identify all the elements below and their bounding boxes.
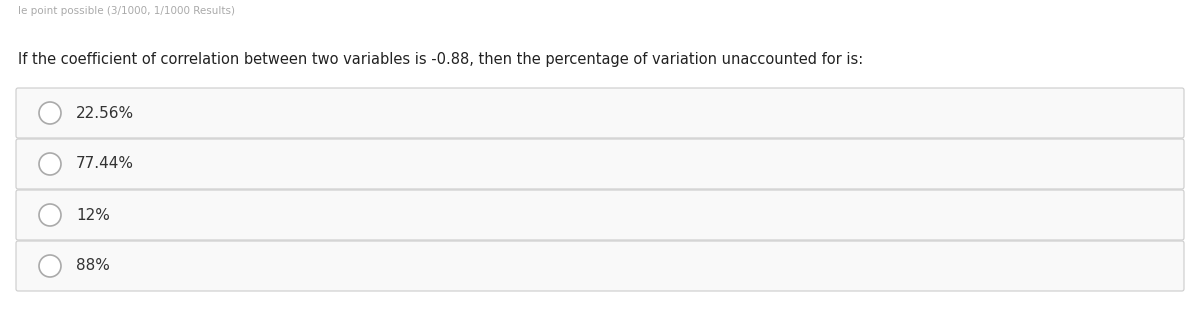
Text: If the coefficient of correlation between two variables is -0.88, then the perce: If the coefficient of correlation betwee… [18,52,863,67]
Text: le point possible (3/1000, 1/1000 Results): le point possible (3/1000, 1/1000 Result… [18,6,235,16]
FancyBboxPatch shape [16,190,1184,240]
FancyBboxPatch shape [16,139,1184,189]
Circle shape [38,255,61,277]
Text: 77.44%: 77.44% [76,156,134,171]
Text: 22.56%: 22.56% [76,106,134,121]
FancyBboxPatch shape [16,241,1184,291]
Text: 88%: 88% [76,259,110,273]
Circle shape [38,102,61,124]
Circle shape [38,153,61,175]
Text: 12%: 12% [76,207,110,223]
Circle shape [38,204,61,226]
FancyBboxPatch shape [16,88,1184,138]
